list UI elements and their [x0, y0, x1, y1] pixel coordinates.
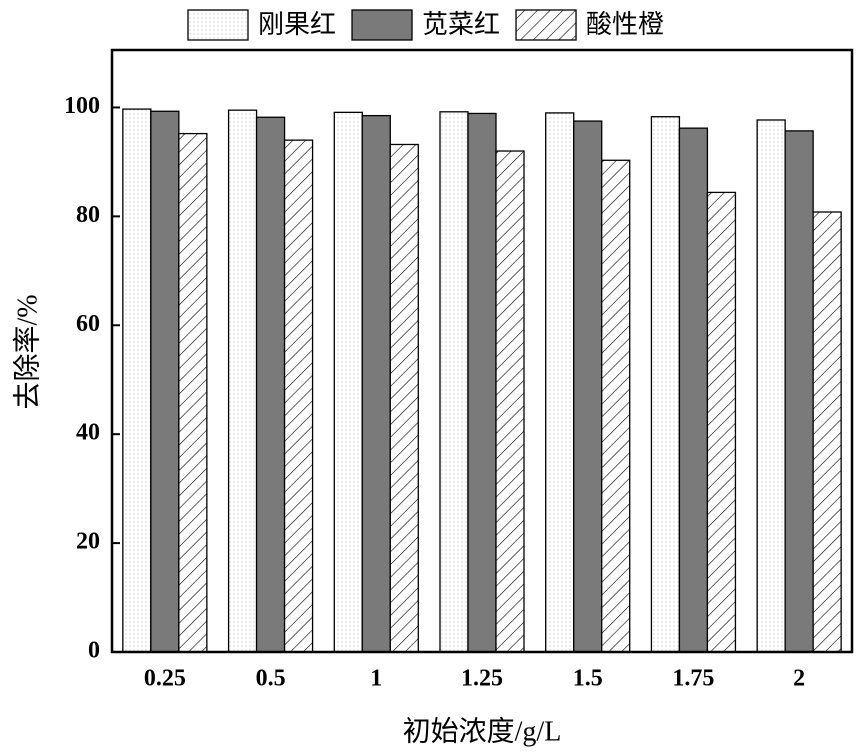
x-tick-label: 1.25 — [461, 666, 503, 692]
y-tick-label: 0 — [88, 638, 100, 664]
y-axis-label: 去除率/% — [11, 294, 43, 409]
legend-swatch — [187, 9, 249, 41]
bar — [573, 120, 603, 653]
y-tick-label: 20 — [76, 529, 100, 555]
x-tick-label: 0.25 — [144, 666, 186, 692]
bar — [361, 114, 391, 653]
y-tick-label: 80 — [76, 202, 100, 228]
plot-frame — [110, 48, 854, 654]
bar — [178, 132, 208, 653]
bar — [678, 127, 709, 653]
x-tick-label: 1 — [370, 666, 382, 692]
bar — [650, 116, 681, 653]
bar — [467, 112, 497, 653]
bar — [150, 110, 180, 653]
bar — [439, 111, 469, 653]
bar — [333, 111, 363, 653]
bar — [784, 130, 814, 653]
bar — [495, 150, 525, 653]
bar — [756, 119, 786, 653]
x-tick-label: 0.5 — [256, 666, 286, 692]
x-axis-label: 初始浓度/g/L — [403, 715, 562, 747]
bar — [545, 112, 575, 653]
bar — [255, 116, 286, 653]
bar — [283, 139, 314, 653]
x-tick-label: 1.5 — [573, 666, 603, 692]
bar — [227, 109, 258, 653]
bar — [389, 143, 419, 653]
y-tick-label: 100 — [64, 93, 100, 119]
bar — [122, 108, 152, 653]
bar — [706, 191, 737, 653]
legend-swatch — [351, 9, 413, 41]
x-tick-label: 2 — [793, 666, 805, 692]
legend-label: 酸性橙 — [586, 10, 664, 39]
bar — [812, 211, 842, 653]
y-tick-label: 40 — [76, 420, 100, 446]
bar — [601, 159, 631, 653]
legend-label: 刚果红 — [258, 10, 336, 39]
legend-swatch — [515, 9, 577, 41]
y-tick-label: 60 — [76, 311, 100, 337]
legend-label: 苋菜红 — [422, 10, 500, 39]
x-tick-label: 1.75 — [672, 666, 714, 692]
